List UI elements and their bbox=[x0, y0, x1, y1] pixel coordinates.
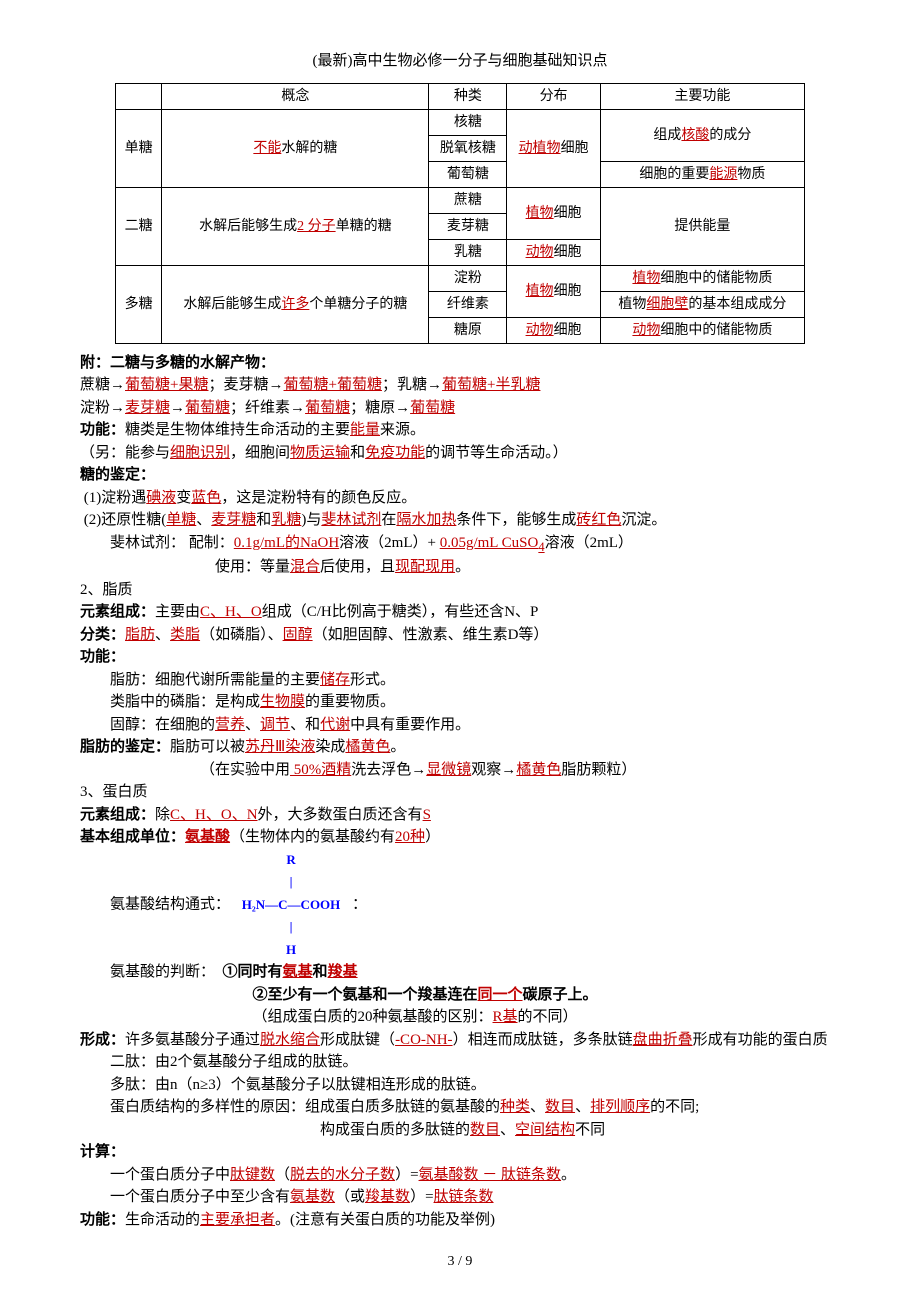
hydrolysis-heading: 附：二糖与多糖的水解产物： bbox=[80, 352, 840, 375]
cell-func: 提供能量 bbox=[600, 187, 804, 265]
sugar-table: 概念 种类 分布 主要功能 单糖 不能水解的糖 核糖 动植物细胞 组成核酸的成分… bbox=[115, 83, 805, 344]
lipid-f2: 类脂中的磷脂：是构成生物膜的重要物质。 bbox=[110, 691, 840, 714]
cell-type: 淀粉 bbox=[429, 265, 507, 291]
diversity2: 构成蛋白质的多肽链的数目、空间结构不同 bbox=[320, 1119, 840, 1142]
protein-function: 功能：生命活动的主要承担者。(注意有关蛋白质的功能及举例) bbox=[80, 1209, 840, 1232]
cell-concept: 水解后能够生成许多个单糖分子的糖 bbox=[162, 265, 429, 343]
lipid-func-label: 功能： bbox=[80, 646, 840, 669]
cell-cat: 单糖 bbox=[116, 109, 162, 187]
sugar-function: 功能：糖类是生物体维持生命活动的主要能量来源。 bbox=[80, 419, 840, 442]
calc2: 一个蛋白质分子中至少含有氨基数（或羧基数）=肽链条数 bbox=[110, 1186, 840, 1209]
lipid-elements: 元素组成：主要由C、H、O组成（C/H比例高于糖类），有些还含N、P bbox=[80, 601, 840, 624]
fehling-prep: 斐林试剂： 配制：0.1g/mL的NaOH溶液（2mL）+ 0.05g/mL C… bbox=[110, 532, 840, 557]
cell-func: 植物细胞中的储能物质 bbox=[600, 265, 804, 291]
table-header-row: 概念 种类 分布 主要功能 bbox=[116, 83, 805, 109]
fehling-use: 使用：等量混合后使用，且现配现用。 bbox=[215, 556, 840, 579]
amino-judge3: （组成蛋白质的20种氨基酸的区别：R基的不同） bbox=[253, 1006, 841, 1029]
hydrolysis-line1: 蔗糖→葡萄糖+果糖；麦芽糖→葡萄糖+葡萄糖；乳糖→葡萄糖+半乳糖 bbox=[80, 374, 840, 397]
document-page: (最新)高中生物必修一分子与细胞基础知识点 概念 种类 分布 主要功能 单糖 不… bbox=[0, 0, 920, 1302]
cell-dist: 动植物细胞 bbox=[507, 109, 601, 187]
protein-formation: 形成：许多氨基酸分子通过脱水缩合形成肽键（-CO-NH-）相连而成肽链，多条肽链… bbox=[80, 1029, 840, 1052]
amino-acid-formula: R | H₂N—C—COOH | H bbox=[242, 849, 341, 962]
protein-elements: 元素组成：除C、H、O、N外，大多数蛋白质还含有S bbox=[80, 804, 840, 827]
page-title: (最新)高中生物必修一分子与细胞基础知识点 bbox=[80, 50, 840, 73]
amino-judge1: 氨基酸的判断： ①同时有氨基和羧基 bbox=[110, 961, 840, 984]
cell-func: 动物细胞中的储能物质 bbox=[600, 317, 804, 343]
lipid-test: 脂肪的鉴定：脂肪可以被苏丹Ⅲ染液染成橘黄色。 bbox=[80, 736, 840, 759]
cell-cat: 多糖 bbox=[116, 265, 162, 343]
th-blank bbox=[116, 83, 162, 109]
cell-type: 纤维素 bbox=[429, 291, 507, 317]
cell-concept: 水解后能够生成2 分子单糖的糖 bbox=[162, 187, 429, 265]
lipid-class: 分类：脂肪、类脂（如磷脂）、固醇（如胆固醇、性激素、维生素D等） bbox=[80, 624, 840, 647]
cell-dist: 动物细胞 bbox=[507, 239, 601, 265]
cell-type: 糖原 bbox=[429, 317, 507, 343]
table-row: 单糖 不能水解的糖 核糖 动植物细胞 组成核酸的成分 bbox=[116, 109, 805, 135]
sugar-test-2: (2)还原性糖(单糖、麦芽糖和乳糖)与斐林试剂在隔水加热条件下，能够生成砖红色沉… bbox=[80, 509, 840, 532]
cell-dist: 动物细胞 bbox=[507, 317, 601, 343]
th-dist: 分布 bbox=[507, 83, 601, 109]
cell-type: 核糖 bbox=[429, 109, 507, 135]
cell-type: 脱氧核糖 bbox=[429, 135, 507, 161]
lipid-f1: 脂肪：细胞代谢所需能量的主要储存形式。 bbox=[110, 669, 840, 692]
amino-judge2: ②至少有一个氨基和一个羧基连在同一个碳原子上。 bbox=[253, 984, 841, 1007]
th-type: 种类 bbox=[429, 83, 507, 109]
sugar-test-1: (1)淀粉遇碘液变蓝色，这是淀粉特有的颜色反应。 bbox=[80, 487, 840, 510]
cell-func: 植物细胞壁的基本组成成分 bbox=[600, 291, 804, 317]
cell-type: 蔗糖 bbox=[429, 187, 507, 213]
cell-type: 乳糖 bbox=[429, 239, 507, 265]
page-number: 3 / 9 bbox=[0, 1251, 920, 1272]
sugar-test-heading: 糖的鉴定： bbox=[80, 464, 840, 487]
table-row: 二糖 水解后能够生成2 分子单糖的糖 蔗糖 植物细胞 提供能量 bbox=[116, 187, 805, 213]
calc-label: 计算： bbox=[80, 1141, 840, 1164]
cell-dist: 植物细胞 bbox=[507, 187, 601, 239]
protein-unit: 基本组成单位：氨基酸（生物体内的氨基酸约有20种） bbox=[80, 826, 840, 849]
cell-type: 葡萄糖 bbox=[429, 161, 507, 187]
polypeptide: 多肽：由n（n≥3）个氨基酸分子以肽键相连形成的肽链。 bbox=[110, 1074, 840, 1097]
table-row: 多糖 水解后能够生成许多个单糖分子的糖 淀粉 植物细胞 植物细胞中的储能物质 bbox=[116, 265, 805, 291]
th-concept: 概念 bbox=[162, 83, 429, 109]
cell-func: 组成核酸的成分 bbox=[600, 109, 804, 161]
diversity1: 蛋白质结构的多样性的原因：组成蛋白质多肽链的氨基酸的种类、数目、排列顺序的不同; bbox=[110, 1096, 840, 1119]
sugar-function-note: （另：能参与细胞识别，细胞间物质运输和免疫功能的调节等生命活动。） bbox=[80, 442, 840, 465]
lipid-test2: （在实验中用 50%酒精洗去浮色→显微镜观察→橘黄色脂肪颗粒） bbox=[200, 759, 840, 782]
lipid-heading: 2、脂质 bbox=[80, 579, 840, 602]
cell-func: 细胞的重要能源物质 bbox=[600, 161, 804, 187]
hydrolysis-line2: 淀粉→麦芽糖→葡萄糖；纤维素→葡萄糖；糖原→葡萄糖 bbox=[80, 397, 840, 420]
cell-type: 麦芽糖 bbox=[429, 213, 507, 239]
lipid-f3: 固醇：在细胞的营养、调节、和代谢中具有重要作用。 bbox=[110, 714, 840, 737]
cell-concept: 不能水解的糖 bbox=[162, 109, 429, 187]
dipeptide: 二肽：由2个氨基酸分子组成的肽链。 bbox=[110, 1051, 840, 1074]
protein-heading: 3、蛋白质 bbox=[80, 781, 840, 804]
calc1: 一个蛋白质分子中肽键数（脱去的水分子数）=氨基酸数 － 肽链条数。 bbox=[110, 1164, 840, 1187]
th-func: 主要功能 bbox=[600, 83, 804, 109]
amino-formula-row: 氨基酸结构通式： R | H₂N—C—COOH | H ： bbox=[110, 849, 840, 962]
cell-dist: 植物细胞 bbox=[507, 265, 601, 317]
cell-cat: 二糖 bbox=[116, 187, 162, 265]
